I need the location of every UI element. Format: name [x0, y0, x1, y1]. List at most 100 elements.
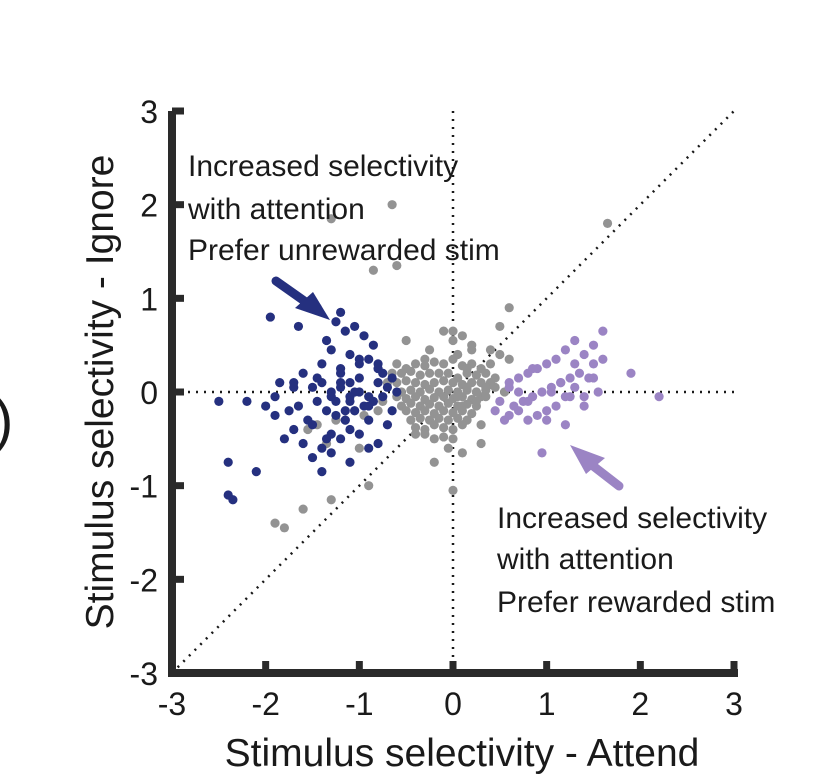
data-point — [420, 429, 430, 439]
data-point — [270, 392, 280, 402]
data-point — [439, 422, 449, 433]
y-tick-label: 3 — [140, 94, 158, 130]
x-tick-label: 2 — [631, 686, 649, 722]
data-point — [598, 354, 608, 364]
data-point — [307, 452, 318, 463]
data-point — [471, 370, 482, 380]
data-point — [542, 406, 552, 416]
data-point — [485, 359, 496, 369]
data-point — [340, 326, 350, 336]
data-point — [476, 420, 486, 430]
data-point — [495, 349, 505, 360]
x-tick-label: -3 — [158, 686, 186, 722]
data-point — [340, 415, 350, 425]
y-tick-label: 2 — [140, 188, 158, 224]
data-point — [504, 410, 514, 421]
data-point — [312, 373, 322, 383]
x-axis-label: Stimulus selectivity - Attend — [225, 732, 700, 775]
data-point — [560, 345, 571, 355]
x-tick-label: 1 — [538, 686, 556, 722]
data-point — [457, 420, 467, 430]
data-point — [443, 443, 453, 453]
x-tick-label: -2 — [251, 686, 279, 722]
data-point — [317, 359, 327, 369]
data-point — [293, 321, 304, 332]
y-tick-label: 1 — [140, 281, 158, 317]
data-point — [410, 392, 421, 402]
data-point — [270, 410, 280, 421]
data-point — [415, 413, 425, 423]
data-point — [265, 312, 275, 322]
data-point — [579, 392, 589, 402]
data-point — [424, 384, 435, 394]
data-point — [546, 387, 556, 397]
data-point — [364, 401, 374, 411]
data-point — [364, 354, 374, 364]
data-point — [457, 401, 467, 411]
data-point — [354, 373, 364, 383]
data-point — [565, 392, 575, 402]
annotation-rewarded-line-1: Increased selectivity — [497, 502, 767, 535]
data-point — [574, 368, 585, 378]
data-point — [326, 214, 336, 224]
data-point — [406, 398, 416, 408]
x-tick-label: 0 — [444, 686, 462, 722]
data-point — [354, 359, 364, 369]
data-point — [476, 438, 486, 449]
data-point — [462, 382, 472, 392]
data-point — [401, 335, 411, 346]
data-point — [345, 457, 355, 467]
data-point — [415, 370, 425, 380]
data-point — [485, 345, 496, 355]
annotation-unrewarded-line-2: with attention — [187, 193, 365, 226]
annotation-unrewarded-line-1: Increased selectivity — [188, 150, 458, 183]
data-point — [495, 396, 505, 406]
data-point — [551, 401, 561, 411]
data-point — [298, 504, 308, 514]
data-point — [593, 387, 603, 397]
data-point — [453, 413, 463, 423]
data-point — [410, 378, 421, 388]
data-point — [279, 434, 289, 444]
annotation-unrewarded-line-3: Prefer unrewarded stim — [188, 234, 500, 267]
data-point — [443, 398, 453, 408]
data-point — [443, 415, 453, 425]
annotation-rewarded: Increased selectivity with attention Pre… — [496, 445, 775, 619]
data-point — [588, 359, 599, 369]
data-point — [443, 385, 453, 395]
data-point — [429, 434, 439, 444]
data-point — [424, 345, 435, 355]
data-point — [289, 382, 299, 392]
data-point — [387, 373, 397, 383]
data-point — [439, 326, 449, 336]
data-point — [504, 354, 514, 364]
data-point — [364, 415, 374, 425]
data-point — [293, 401, 304, 411]
data-point — [406, 415, 416, 425]
data-point — [387, 200, 397, 210]
data-point — [537, 448, 547, 458]
data-point — [406, 366, 416, 376]
data-point — [326, 448, 336, 458]
data-points — [214, 200, 664, 533]
data-point — [345, 349, 355, 360]
data-point — [317, 467, 327, 477]
data-point — [350, 321, 360, 332]
data-point — [439, 359, 449, 369]
data-point — [537, 387, 547, 397]
data-point — [457, 331, 467, 341]
data-point — [570, 382, 580, 392]
data-point — [654, 392, 664, 402]
data-point — [373, 438, 383, 449]
data-point — [457, 448, 467, 458]
data-point — [448, 378, 458, 388]
data-point — [513, 406, 524, 416]
data-point — [368, 340, 378, 350]
data-point — [434, 368, 444, 378]
data-point — [270, 518, 280, 528]
data-point — [453, 349, 463, 360]
series-2 — [270, 200, 613, 533]
data-point — [424, 399, 435, 409]
data-point — [336, 307, 346, 317]
data-point — [354, 429, 364, 439]
